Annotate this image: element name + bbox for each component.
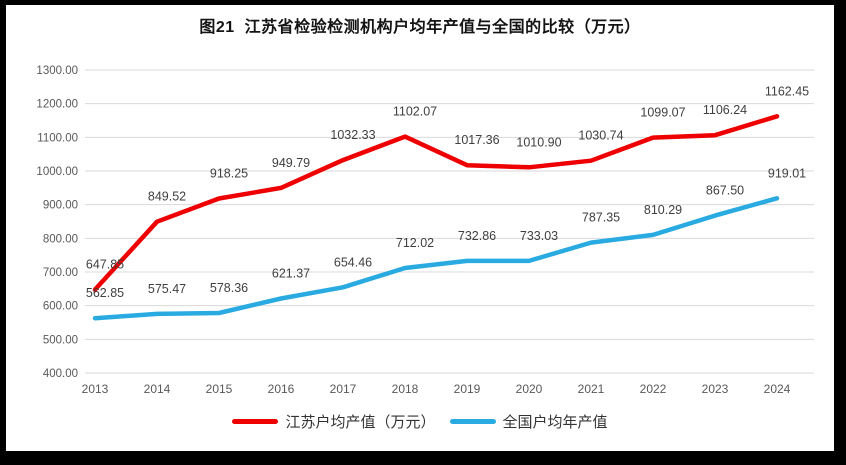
chart-area: 400.00 500.00 600.00 700.00 800.00 900.00 1000… [6,5,834,451]
data-point-label: 1032.33 [330,128,375,142]
data-point-label: 810.29 [644,203,682,217]
x-axis-tick-label: 2016 [268,382,295,396]
chart-title: 图21 江苏省检验检测机构户均年产值与全国的比较（万元） [199,19,641,36]
data-point-label: 1102.07 [393,105,437,119]
legend-label-jiangsu: 江苏户均产值（万元） [285,414,436,431]
data-point-label: 621.37 [272,266,310,280]
legend-label-national: 全国户均年产值 [502,414,608,431]
data-point-label: 867.50 [706,184,744,198]
data-point-label: 787.35 [582,211,620,225]
x-axis-tick-label: 2024 [764,382,791,396]
data-point-label: 562.85 [86,286,124,300]
series-line [92,196,780,321]
data-point-label: 1099.07 [640,106,685,120]
data-point-label: 919.01 [768,166,806,180]
data-point-label: 1162.45 [765,84,809,98]
y-axis-tick-label: 1200.00 [36,99,78,111]
data-point-label: 1017.36 [454,133,499,147]
legend-blue-line-swatch [449,419,496,424]
x-axis-tick-label: 2018 [392,382,419,396]
legend-red-line-swatch [232,419,279,424]
x-axis-tick-label: 2013 [82,382,109,396]
data-point-label: 1010.90 [516,135,561,149]
chart-canvas: 400.00 500.00 600.00 700.00 800.00 900.00 1000… [36,65,814,396]
y-axis-tick-label: 700.00 [43,267,78,279]
y-axis-tick-label: 1000.00 [36,166,78,178]
data-point-label: 732.86 [458,229,496,243]
legend-item-national: 全国户均年产值 [449,411,608,432]
data-point-label: 1030.74 [578,129,623,143]
data-point-label: 578.36 [210,281,248,295]
y-axis-tick-label: 800.00 [43,233,78,245]
y-axis-tick-label: 1300.00 [36,65,78,77]
data-point-label: 647.85 [86,258,124,272]
data-point-label: 712.02 [396,236,434,250]
x-axis-tick-label: 2022 [640,382,667,396]
data-point-label: 1106.24 [703,103,747,117]
series-line [92,114,780,292]
data-point-label: 918.25 [210,167,248,181]
x-axis-tick-label: 2014 [144,382,171,396]
y-axis-tick-label: 500.00 [43,334,78,346]
x-axis-tick-label: 2020 [516,382,543,396]
x-axis-tick-label: 2017 [330,382,357,396]
x-axis-tick-label: 2023 [702,382,729,396]
chart-legend: 江苏户均产值（万元） 全国户均年产值 [6,411,834,432]
data-point-label: 575.47 [148,282,186,296]
y-axis-tick-label: 600.00 [43,301,78,313]
data-point-label: 949.79 [272,156,310,170]
x-axis-tick-label: 2019 [454,382,481,396]
y-axis-tick-label: 1100.00 [37,132,78,144]
legend-item-jiangsu: 江苏户均产值（万元） [232,411,436,432]
x-axis-tick-label: 2021 [578,382,605,396]
x-axis-tick-label: 2015 [206,382,233,396]
y-axis-tick-label: 400.00 [43,368,78,380]
y-axis-tick-label: 900.00 [43,200,78,212]
data-point-label: 733.03 [520,229,558,243]
data-point-label: 654.46 [334,255,372,269]
data-point-label: 849.52 [148,190,186,204]
chart-page: 图21 江苏省检验检测机构户均年产值与全国的比较（万元） 400.00 500.0… [6,5,834,451]
